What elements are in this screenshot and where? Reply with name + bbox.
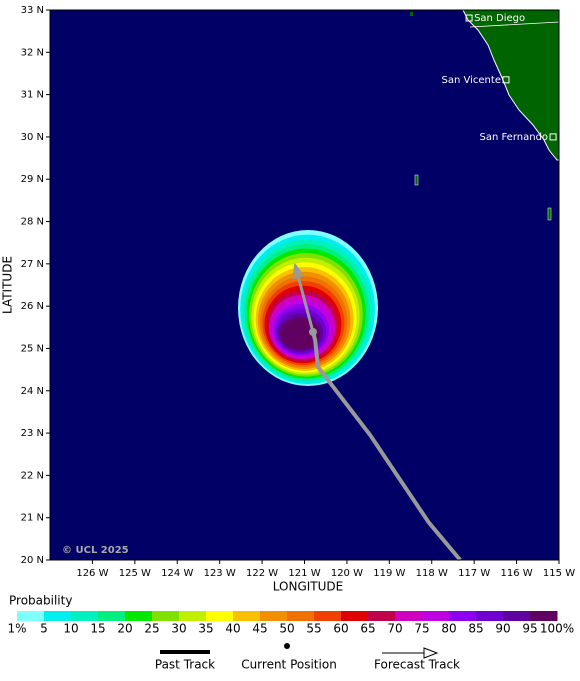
colorbar-label: 65 [360, 622, 375, 636]
land [462, 9, 560, 161]
y-tick-label: 31 N [21, 90, 44, 101]
colorbar-swatch [341, 611, 369, 621]
x-tick-label: 120 W [331, 568, 363, 579]
colorbar-label: 50 [279, 622, 294, 636]
colorbar-label: 85 [468, 622, 483, 636]
colorbar-swatch [71, 611, 99, 621]
colorbar-swatch [449, 611, 477, 621]
forecast-arrowhead [423, 647, 439, 659]
y-tick-label: 26 N [21, 301, 44, 312]
colorbar-swatch [314, 611, 342, 621]
colorbar-label: 35 [198, 622, 213, 636]
y-tick-label: 27 N [21, 259, 44, 270]
y-tick-label: 33 N [21, 5, 44, 16]
x-tick-label: 118 W [416, 568, 448, 579]
colorbar-label: 30 [171, 622, 186, 636]
x-tick-label: 124 W [161, 568, 193, 579]
island [414, 174, 419, 186]
colorbar-swatch [152, 611, 180, 621]
colorbar-label: 40 [225, 622, 240, 636]
y-tick-label: 23 N [21, 428, 44, 439]
colorbar-swatch [206, 611, 234, 621]
colorbar-label: 80 [441, 622, 456, 636]
y-tick-label: 25 N [21, 343, 44, 354]
y-tick-label: 21 N [21, 513, 44, 524]
colorbar-swatch [395, 611, 423, 621]
x-tick-label: 117 W [458, 568, 490, 579]
colorbar-label: 95 [522, 622, 537, 636]
y-tick-label: 30 N [21, 132, 44, 143]
colorbar-swatch [476, 611, 504, 621]
credit: © UCL 2025 [62, 545, 129, 556]
city-label: San Vicente [442, 75, 501, 86]
y-axis-label: LATITUDE [1, 256, 15, 314]
legend-label: Current Position [241, 658, 337, 672]
colorbar-label: 1% [7, 622, 26, 636]
colorbar-swatch [260, 611, 288, 621]
colorbar-title: Probability [9, 594, 72, 608]
city-label: San Diego [474, 13, 525, 24]
y-tick-label: 20 N [21, 555, 44, 566]
colorbar-swatch [233, 611, 261, 621]
colorbar-label: 90 [495, 622, 510, 636]
colorbar-label: 55 [306, 622, 321, 636]
colorbar-swatch [179, 611, 207, 621]
colorbar-label: 70 [387, 622, 402, 636]
x-tick-label: 122 W [246, 568, 278, 579]
x-tick-label: 121 W [288, 568, 320, 579]
colorbar-label: 100% [540, 622, 574, 636]
colorbar-swatch [44, 611, 72, 621]
overlay: San Diego San Vicente San Fernando [292, 13, 557, 562]
y-tick-label: 29 N [21, 174, 44, 185]
x-tick-label: 125 W [119, 568, 151, 579]
city-marker [502, 76, 510, 84]
colorbar-label: 45 [252, 622, 267, 636]
colorbar-label: 25 [144, 622, 159, 636]
colorbar-label: 20 [117, 622, 132, 636]
city-marker [465, 14, 473, 22]
colorbar-label: 10 [63, 622, 78, 636]
x-tick-label: 123 W [204, 568, 236, 579]
current-position-symbol [284, 643, 290, 649]
colorbar-swatch [503, 611, 531, 621]
colorbar-swatch [17, 611, 45, 621]
island [410, 12, 413, 16]
y-tick-label: 22 N [21, 470, 44, 481]
colorbar-swatch [422, 611, 450, 621]
city-label: San Fernando [479, 132, 548, 143]
colorbar-label: 5 [40, 622, 48, 636]
x-tick-label: 119 W [373, 568, 405, 579]
city-marker [549, 133, 557, 141]
colorbar-swatch [125, 611, 153, 621]
colorbar-label: 15 [90, 622, 105, 636]
colorbar-swatch [98, 611, 126, 621]
x-axis-label: LONGITUDE [273, 580, 343, 594]
island [547, 207, 552, 221]
colorbar-swatch [368, 611, 396, 621]
colorbar-swatch [530, 611, 558, 621]
x-tick-label: 115 W [543, 568, 575, 579]
legend-label: Past Track [155, 658, 215, 672]
forecast-arrowhead [292, 262, 305, 280]
y-tick-label: 24 N [21, 386, 44, 397]
legend-label: Forecast Track [374, 658, 460, 672]
track-line [311, 331, 462, 562]
colorbar-label: 75 [414, 622, 429, 636]
y-tick-label: 32 N [21, 47, 44, 58]
x-tick-label: 126 W [76, 568, 108, 579]
y-tick-label: 28 N [21, 217, 44, 228]
colorbar-label: 60 [333, 622, 348, 636]
colorbar-swatch [287, 611, 315, 621]
border [469, 21, 560, 28]
current-position [308, 327, 317, 336]
x-tick-label: 116 W [501, 568, 533, 579]
